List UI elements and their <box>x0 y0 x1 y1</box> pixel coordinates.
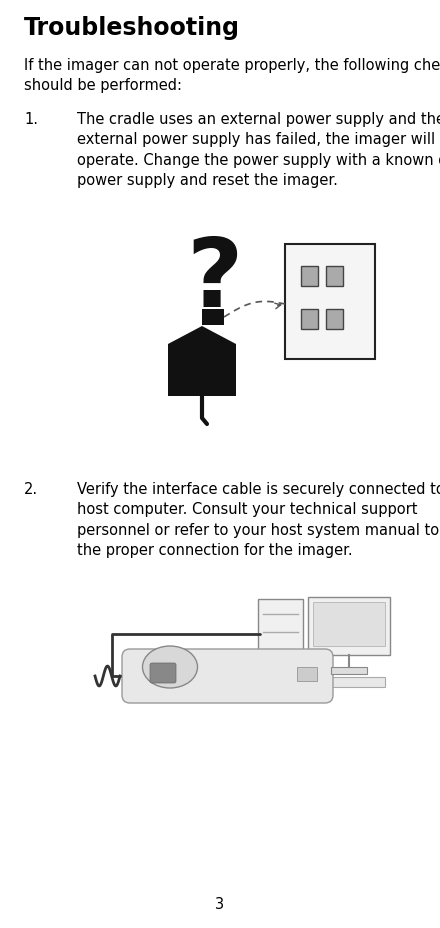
FancyBboxPatch shape <box>326 266 343 287</box>
FancyBboxPatch shape <box>313 677 385 688</box>
FancyBboxPatch shape <box>150 664 176 683</box>
FancyBboxPatch shape <box>285 245 375 360</box>
FancyBboxPatch shape <box>258 599 303 667</box>
FancyBboxPatch shape <box>313 602 385 646</box>
FancyBboxPatch shape <box>202 310 224 326</box>
FancyBboxPatch shape <box>301 310 318 329</box>
FancyBboxPatch shape <box>168 344 236 396</box>
FancyBboxPatch shape <box>331 667 367 675</box>
Text: If the imager can not operate properly, the following checks
should be performed: If the imager can not operate properly, … <box>24 58 440 94</box>
Text: ?: ? <box>187 233 243 326</box>
Text: Troubleshooting: Troubleshooting <box>24 16 240 40</box>
FancyBboxPatch shape <box>122 650 333 703</box>
Text: 2.: 2. <box>24 482 38 496</box>
Text: 3: 3 <box>216 896 224 911</box>
Polygon shape <box>168 327 236 344</box>
Text: 1.: 1. <box>24 112 38 127</box>
Text: Verify the interface cable is securely connected to the
host computer. Consult y: Verify the interface cable is securely c… <box>77 482 440 558</box>
FancyBboxPatch shape <box>297 667 317 681</box>
Ellipse shape <box>143 646 198 689</box>
FancyBboxPatch shape <box>308 598 390 655</box>
Text: The cradle uses an external power supply and the
external power supply has faile: The cradle uses an external power supply… <box>77 112 440 188</box>
FancyBboxPatch shape <box>301 266 318 287</box>
FancyBboxPatch shape <box>326 310 343 329</box>
